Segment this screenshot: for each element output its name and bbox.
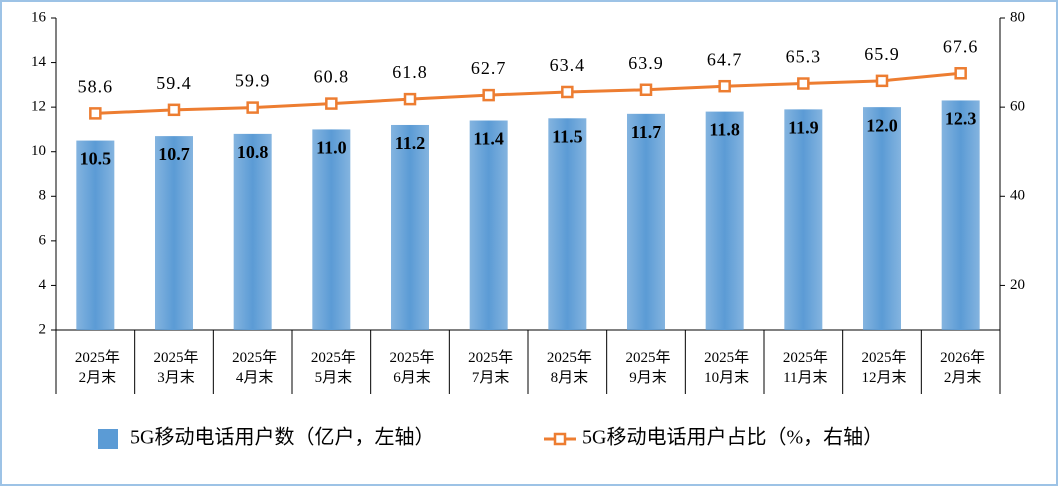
line-value-label: 61.8	[392, 62, 428, 82]
line-marker	[246, 101, 259, 114]
line-marker	[561, 85, 574, 99]
legend-marker	[553, 432, 567, 446]
bar-value-label: 10.8	[237, 142, 269, 162]
bar-value-label: 11.7	[631, 122, 662, 142]
line-value-label: 63.9	[628, 53, 664, 73]
x-tick-label: 2025年 4月末	[232, 350, 278, 386]
bar-value-label: 11.0	[316, 138, 347, 158]
line-value-label: 62.7	[471, 58, 507, 78]
bar-value-label: 12.3	[945, 109, 977, 129]
y-tick-label: 2	[39, 321, 47, 337]
line-value-label: 63.4	[550, 55, 586, 75]
y2-tick-label: 40	[1010, 188, 1025, 204]
line	[95, 71, 961, 115]
y2-tick-label: 20	[1010, 277, 1025, 293]
y-tick-label: 10	[31, 143, 46, 159]
line-marker	[403, 92, 417, 106]
bar-value-label: 11.5	[552, 126, 583, 146]
x-tick-label: 2025年 10月末	[704, 350, 750, 386]
x-tick-label: 2025年 3月末	[153, 350, 199, 386]
bar	[784, 109, 823, 330]
line-value-label: 65.9	[864, 44, 900, 64]
x-tick-label: 2025年 9月末	[625, 350, 671, 386]
x-tick-label: 2025年 2月末	[74, 350, 120, 386]
legend-swatch	[98, 429, 118, 449]
y-tick-label: 12	[31, 99, 46, 115]
line-value-label: 60.8	[314, 67, 350, 87]
line-marker	[875, 74, 889, 88]
bar	[233, 133, 272, 330]
bar	[705, 111, 744, 330]
line-marker	[325, 97, 338, 110]
bar-value-label: 11.9	[788, 117, 819, 137]
y-tick-label: 4	[39, 277, 47, 293]
line-marker	[718, 79, 731, 93]
line-marker	[639, 83, 653, 97]
y2-tick-label: 80	[1010, 9, 1025, 25]
x-tick-label: 2025年 12月末	[861, 350, 907, 386]
y2-tick-label: 60	[1010, 99, 1025, 115]
legend-label: 5G移动电话用户数（亿户，左轴）	[130, 426, 434, 449]
x-tick-label: 2025年 8月末	[546, 350, 592, 386]
x-tick-label: 2025年 6月末	[389, 350, 435, 386]
line-value-label: 58.6	[78, 77, 114, 97]
bar	[76, 140, 115, 330]
line-value-label: 65.3	[786, 47, 822, 67]
bar-value-label: 11.8	[709, 120, 740, 140]
bar	[548, 118, 587, 331]
x-tick-label: 2025年 11月末	[782, 350, 828, 386]
legend-label: 5G移动电话用户占比（%，右轴）	[582, 426, 883, 449]
bar-value-label: 11.4	[473, 129, 504, 149]
line-marker	[482, 88, 495, 102]
bar	[312, 129, 351, 330]
line-value-label: 64.7	[707, 49, 743, 69]
bar	[863, 107, 901, 331]
bar	[941, 100, 980, 330]
y-tick-label: 8	[39, 188, 47, 204]
bar	[469, 120, 508, 330]
line-marker	[167, 103, 181, 117]
x-tick-label: 2025年 7月末	[468, 350, 514, 386]
bar-value-label: 12.0	[866, 115, 898, 135]
bar-value-label: 11.2	[395, 133, 426, 153]
line-marker	[89, 107, 102, 120]
line-value-label: 67.6	[943, 36, 979, 56]
bar	[155, 136, 193, 330]
line-marker	[954, 67, 967, 80]
y-tick-label: 14	[31, 54, 47, 70]
line-value-label: 59.9	[235, 71, 271, 91]
x-tick-label: 2025年 5月末	[310, 350, 356, 386]
y-tick-label: 6	[39, 232, 47, 248]
line-value-label: 59.4	[156, 73, 192, 93]
bar-value-label: 10.7	[158, 144, 190, 164]
bar	[391, 124, 429, 330]
bar-value-label: 10.5	[80, 149, 112, 169]
bar	[627, 113, 665, 330]
x-tick-label: 2026年 2月末	[940, 350, 986, 386]
line-marker	[797, 77, 810, 90]
y-tick-label: 16	[31, 9, 47, 25]
